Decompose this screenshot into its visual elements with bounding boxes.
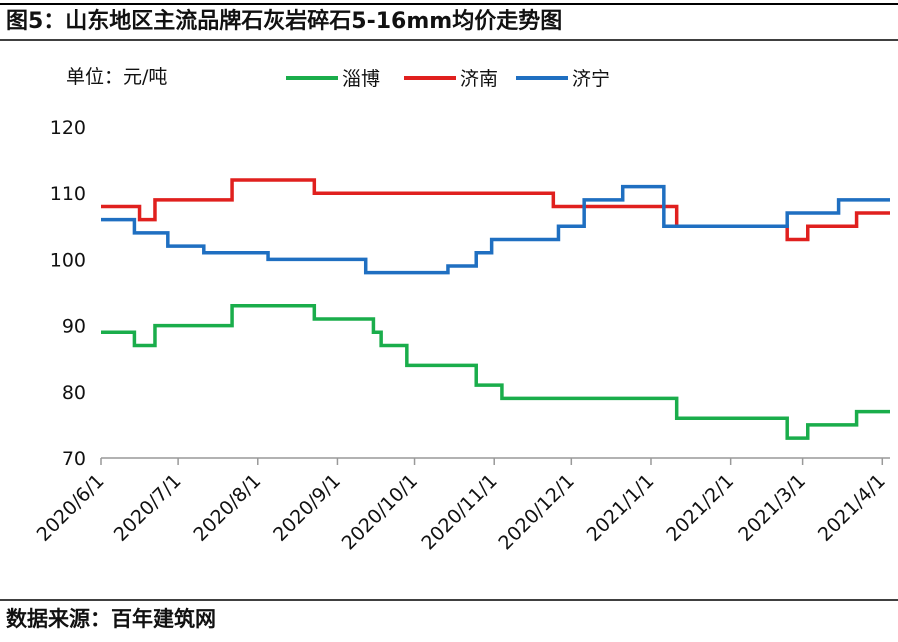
series-line	[101, 178, 890, 242]
series-line	[101, 303, 890, 440]
x-tick-label: 2021/4/1	[814, 470, 890, 546]
x-tick-label: 2020/7/1	[110, 470, 186, 546]
y-tick-label: 120	[50, 117, 86, 139]
x-tick-label: 2020/6/1	[33, 470, 109, 546]
x-tick-label: 2020/11/1	[417, 470, 501, 554]
x-tick-label: 2020/9/1	[269, 470, 345, 546]
chart-title: 图5：山东地区主流品牌石灰岩碎石5-16mm均价走势图	[6, 8, 562, 34]
x-tick-label: 2020/12/1	[494, 470, 578, 554]
y-tick-label: 80	[62, 382, 86, 404]
y-tick-label: 70	[62, 448, 86, 470]
y-tick-label: 100	[50, 249, 86, 271]
x-tick-label: 2021/1/1	[583, 470, 659, 546]
source: 数据来源：百年建筑网	[6, 607, 216, 631]
y-tick-label: 90	[62, 316, 86, 338]
x-tick-label: 2021/2/1	[662, 470, 738, 546]
y-tick-label: 110	[50, 183, 86, 205]
x-tick-label: 2021/3/1	[734, 470, 810, 546]
x-tick-label: 2020/10/1	[338, 470, 422, 554]
unit-label: 单位：元/吨	[66, 66, 167, 88]
legend-label: 济宁	[572, 68, 610, 90]
legend-label: 淄博	[342, 68, 380, 90]
legend-label: 济南	[460, 68, 498, 90]
series-line	[101, 184, 890, 275]
x-tick-label: 2020/8/1	[189, 470, 265, 546]
